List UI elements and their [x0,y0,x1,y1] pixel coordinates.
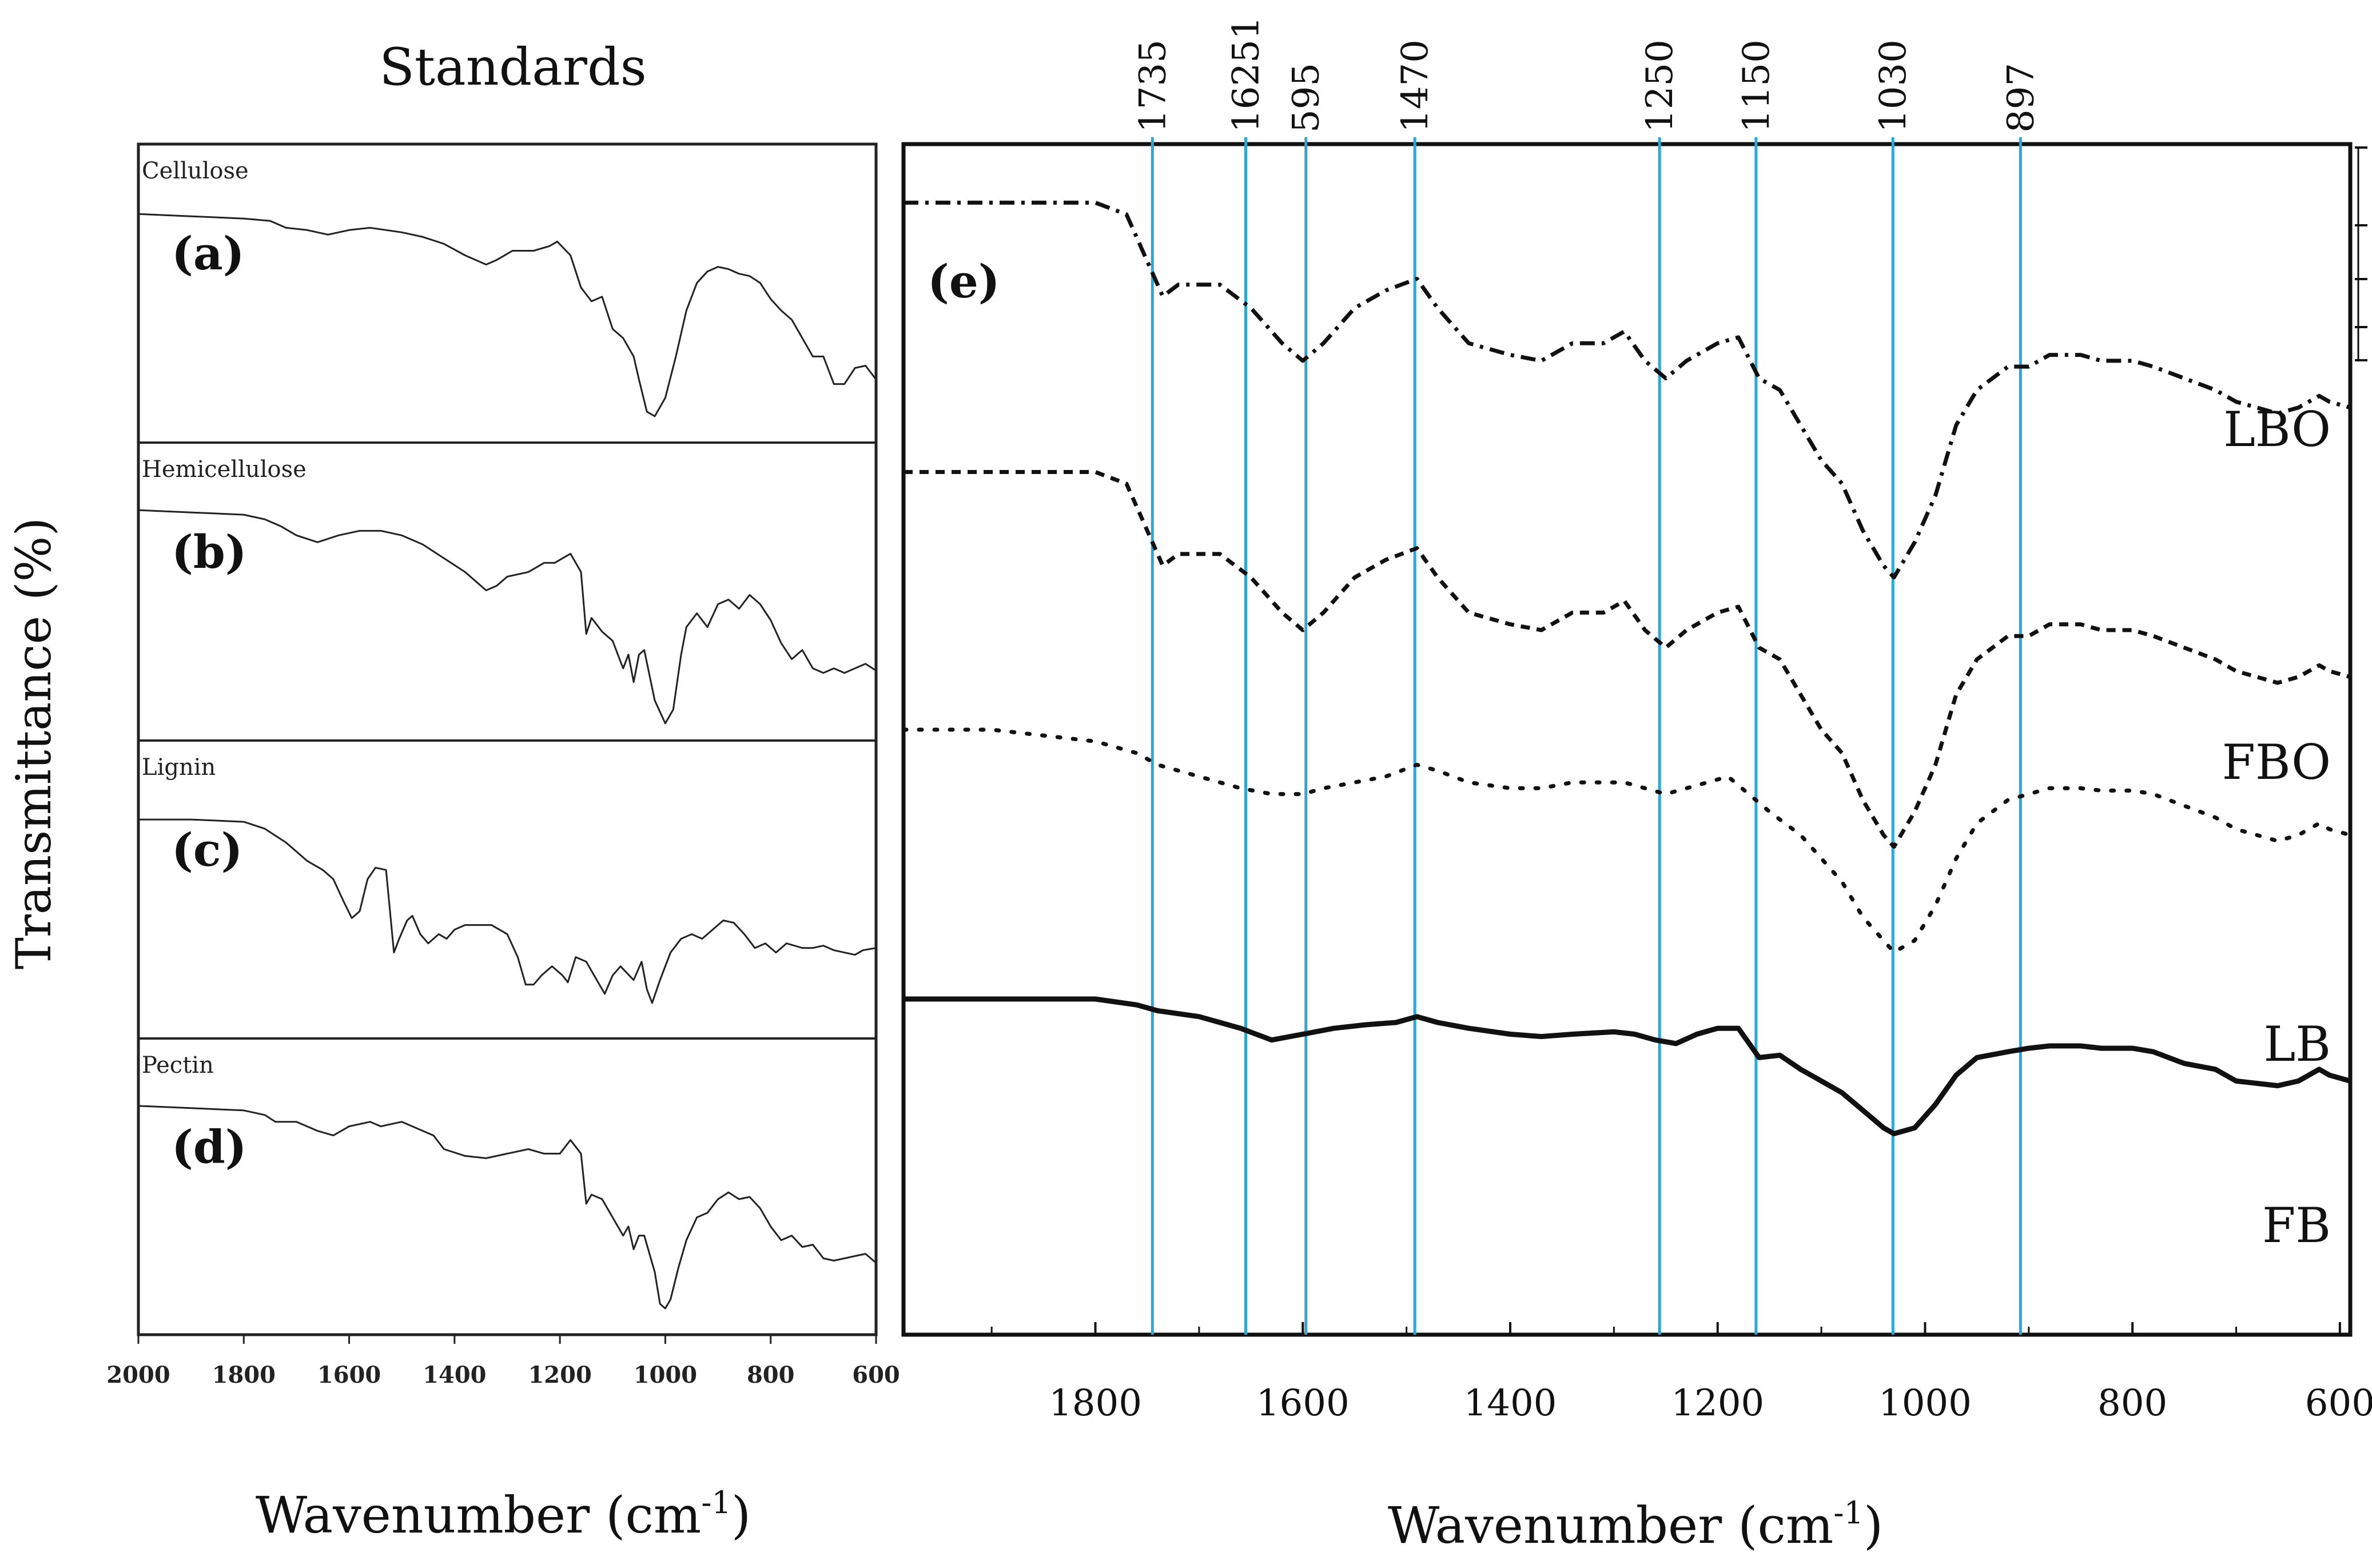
x-axis-unit-sup: -1 [701,1485,731,1521]
x-tick-label: 1000 [634,1362,697,1388]
series-line-cellulose [138,213,877,417]
reference-label-1470: 1470 [1394,39,1436,133]
reference-label-1250: 1250 [1639,39,1681,133]
x-axis-label-text: Wavenumber (cm [1388,1496,1833,1555]
x-tick-label: 600 [2305,1382,2372,1424]
x-tick-label: 1200 [1671,1382,1764,1424]
series-name-pectin: Pectin [142,1052,214,1079]
reference-label-595: 595 [1286,63,1328,133]
reference-label-1030: 1030 [1872,39,1915,133]
series-line-fbo [904,469,2351,849]
reference-label-1150: 1150 [1736,39,1778,133]
standards-labels: Cellulose (a) Hemicellulose (b) Lignin (c) Pec… [142,158,307,1174]
reference-label-1735: 1735 [1132,39,1174,133]
panel-tag-c: (c) [172,823,242,877]
panel-e-series-labels: LBO FBO LB FB [2222,401,2331,1253]
panel-tag-b: (b) [172,525,247,579]
x-axis-label-standards: Wavenumber (cm-1) [256,1485,751,1545]
series-line-fb [904,996,2351,1137]
x-tick-label: 2000 [106,1362,170,1388]
panel-e-x-axis: 1800 1600 1400 1200 1000 800 600 [990,1322,2372,1424]
x-axis-label-panel-e: Wavenumber (cm-1) [1388,1495,1883,1555]
x-tick-label: 600 [852,1362,900,1388]
x-tick-label: 1400 [1464,1382,1557,1424]
x-tick-label: 1000 [1879,1382,1972,1424]
x-axis-unit-close: ) [731,1486,751,1545]
x-tick-label: 1600 [317,1362,381,1388]
standards-frame [137,142,878,1336]
series-name-hemicellulose: Hemicellulose [142,456,307,483]
series-name-cellulose: Cellulose [142,158,249,184]
series-line-hemicellulose [138,509,877,725]
standards-series [138,213,877,1310]
series-line-lbo [904,200,2351,580]
x-axis-label-text: Wavenumber (cm [256,1486,701,1545]
panel-e-series [901,200,2353,1137]
x-tick-label: 800 [747,1362,795,1388]
x-tick-label: 1400 [423,1362,486,1388]
panel-tag-d: (d) [172,1120,247,1174]
y-axis-label: Transmittance (%) [6,518,62,970]
series-label-fbo: FBO [2222,734,2331,790]
series-line-pectin [138,1105,877,1310]
x-tick-label: 800 [2098,1382,2167,1424]
x-tick-label: 1800 [1049,1382,1142,1424]
series-line-lignin [138,818,877,1004]
reference-label-16251: 16251 [1225,16,1267,133]
x-axis-unit-close: ) [1864,1496,1883,1555]
x-tick-label: 1200 [528,1362,591,1388]
x-axis-unit-sup: -1 [1833,1495,1864,1531]
panel-e-frame [901,142,2367,1337]
reference-lines: 1735 16251 595 1470 1250 1150 1030 897 [1132,16,2042,1335]
standards-x-axis: 2000 1800 1600 1400 1200 1000 800 600 [106,1335,900,1388]
standards-title: Standards [379,37,647,97]
series-line-lb [901,727,2353,954]
reference-label-897: 897 [2000,63,2042,133]
series-label-lb: LB [2263,1016,2331,1072]
panel-tag-a: (a) [172,226,245,280]
series-label-lbo: LBO [2223,401,2331,457]
series-name-lignin: Lignin [142,754,216,781]
x-tick-label: 1600 [1256,1382,1350,1424]
panel-e-tag: (e) [928,254,1000,308]
x-tick-label: 1800 [212,1362,276,1388]
series-label-fb: FB [2262,1197,2331,1253]
